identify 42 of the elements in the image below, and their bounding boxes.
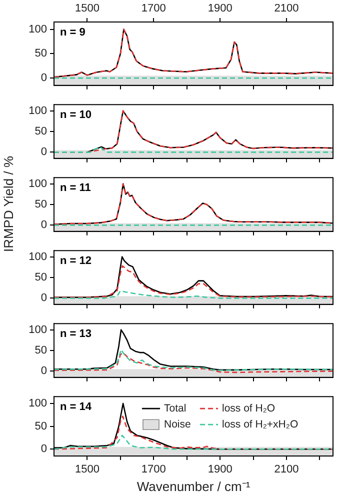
legend-label: Total [164,402,186,414]
x2-tick-label: 2100 [274,2,299,14]
annotation: n = 13 [60,328,92,340]
y-tick-label: 100 [28,104,47,117]
legend-label: loss of H₂O [222,402,276,414]
y-tick-label: 50 [34,420,47,432]
y-tick-label: 0 [40,443,47,456]
x-axis-title: Wavenumber / cm⁻¹ [136,478,251,494]
y-tick-label: 0 [40,146,47,158]
line-series [54,290,333,299]
y-tick-label: 0 [40,365,47,378]
y-tick-label: 50 [34,48,47,60]
y-tick-label: 100 [28,324,47,336]
y-tick-label: 100 [28,178,47,190]
annotation: n = 12 [60,255,92,268]
annotation: n = 14 [60,401,92,414]
annotation: n = 9 [60,26,86,39]
line-series [54,416,333,450]
y-tick-label: 50 [34,344,47,357]
legend-label: Noise [164,418,192,430]
x-tick-label: 1500 [74,464,100,476]
y-tick-label: 0 [40,292,47,304]
y-tick-label: 0 [40,219,47,232]
legend-label: loss of H₂+xH₂O [222,418,298,430]
y-tick-label: 100 [28,23,47,36]
annotation: n = 11 [60,182,91,194]
annotation: n = 10 [60,109,92,122]
x2-tick-label: 1500 [74,2,100,14]
line-series [54,434,333,450]
y-tick-label: 50 [34,126,47,138]
y-tick-label: 100 [28,397,47,410]
x2-tick-label: 1700 [141,2,166,14]
y-tick-label: 50 [34,198,47,211]
y-tick-label: 0 [40,72,47,84]
x-tick-label: 2100 [274,464,299,476]
x-tick-label: 1900 [208,464,232,476]
y-tick-label: 50 [34,272,47,284]
y-tick-label: 100 [28,250,47,263]
x-tick-label: 1700 [141,464,166,476]
line-series [54,265,333,298]
y-axis-title: IRMPD Yield / % [0,156,17,252]
x2-tick-label: 1900 [208,2,232,14]
